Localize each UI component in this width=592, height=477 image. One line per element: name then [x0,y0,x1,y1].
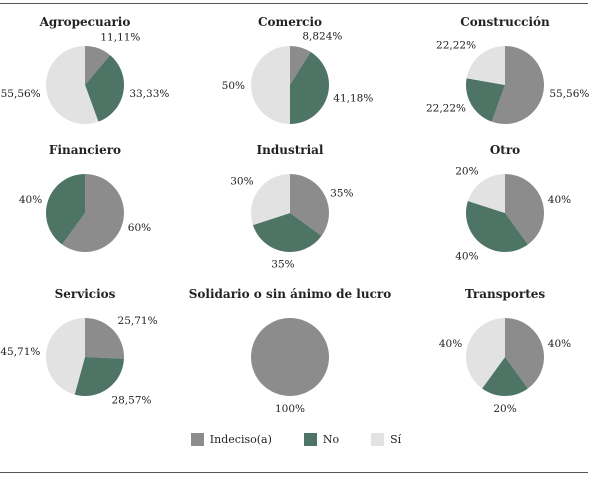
top-rule [0,3,588,4]
pie-label-no: 41,18% [333,92,373,104]
pie-chart: Construcción 55,56% 22,22% 22,22% [426,15,589,124]
pie-label-indeciso: 25,71% [118,315,158,327]
pie-label-si: 22,22% [436,40,476,52]
legend-label-si: Sí [390,433,402,446]
pie-slice-no [466,78,505,122]
pie-slice-indeciso [290,174,330,236]
pie-slice-indeciso [85,46,111,85]
pie-chart: Financiero 60% 40% [19,143,151,252]
pie-label-si: 45,71% [0,346,40,358]
pie-slice-si [466,46,505,85]
pie-slice-indeciso [62,174,124,252]
pie-title: Agropecuario [39,15,131,29]
pie-label-no: 40% [19,194,42,206]
pie-title: Construcción [460,15,550,29]
pie-slice-no [85,55,125,122]
pie-title: Solidario o sin ánimo de lucro [189,287,391,301]
legend-swatch-indeciso [190,433,204,446]
pie-slice-no [289,51,329,125]
pie-slice-indeciso [85,318,125,359]
legend-label-no: No [322,433,340,446]
pie-label-indeciso: 55,56% [549,88,589,100]
pie-slice-si [251,46,290,124]
pie-label-indeciso: 11,11% [100,32,140,44]
pie-slice-no [465,200,528,252]
pie-label-indeciso: 35% [330,188,353,200]
pie-slice-si [45,46,99,125]
pie-slice-si [466,318,505,389]
pie-label-si: 30% [230,176,253,188]
pie-label-si: 50% [222,80,245,92]
pie-label-no: 28,57% [111,394,151,406]
pie-chart: Comercio 8,824% 41,18% 50% [222,15,373,125]
pie-slice-indeciso [251,318,329,396]
legend-label-indeciso: Indeciso(a) [209,433,272,446]
pie-slice-si [251,174,290,226]
pie-label-indeciso: 100% [275,403,305,415]
pie-slice-indeciso [505,174,544,245]
pie-title: Comercio [258,15,322,29]
bottom-rule [0,472,588,473]
legend-swatch-si [371,433,385,446]
pie-chart: Industrial 35% 35% 30% [230,143,353,270]
pie-chart: Agropecuario 11,11% 33,33% 55,56% [1,15,169,125]
pie-title: Industrial [257,143,324,157]
pie-label-indeciso: 40% [548,194,571,206]
pie-slice-no [45,174,85,245]
pie-slice-no [252,213,322,253]
pie-label-indeciso: 8,824% [302,31,342,43]
legend-item-si: Sí [371,433,401,446]
legend-item-no: No [303,433,340,446]
pie-label-indeciso: 60% [128,222,151,234]
pie-title: Servicios [55,287,116,301]
pie-slice-indeciso [505,318,544,389]
pie-label-no: 20% [493,403,516,415]
pie-title: Financiero [49,143,121,157]
legend-item-indeciso: Indeciso(a) [190,433,272,446]
pie-chart: Transportes 40% 20% 40% [439,287,571,415]
pie-label-no: 40% [455,250,478,262]
pie-chart: Solidario o sin ánimo de lucro 100% [189,287,391,415]
pie-label-si: 20% [455,166,478,178]
pie-chart: Otro 40% 40% 20% [455,143,571,262]
pie-title: Otro [490,143,520,157]
pie-slice-si [45,318,85,395]
pie-label-si: 40% [439,338,462,350]
pie-label-indeciso: 40% [548,338,571,350]
pie-slice-no [482,357,528,396]
pie-slice-no [74,357,124,396]
legend: Indeciso(a) No Sí [0,433,592,446]
pie-slice-indeciso [290,46,311,85]
pie-label-no: 22,22% [426,102,466,114]
pie-label-no: 35% [271,258,294,270]
pie-label-si: 55,56% [1,88,41,100]
pie-slice-indeciso [491,46,545,124]
pie-title: Transportes [465,287,546,301]
pie-label-no: 33,33% [129,88,169,100]
pie-chart: Servicios 25,71% 28,57% 45,71% [0,287,157,406]
pie-slice-si [467,174,505,213]
legend-swatch-no [303,433,317,446]
